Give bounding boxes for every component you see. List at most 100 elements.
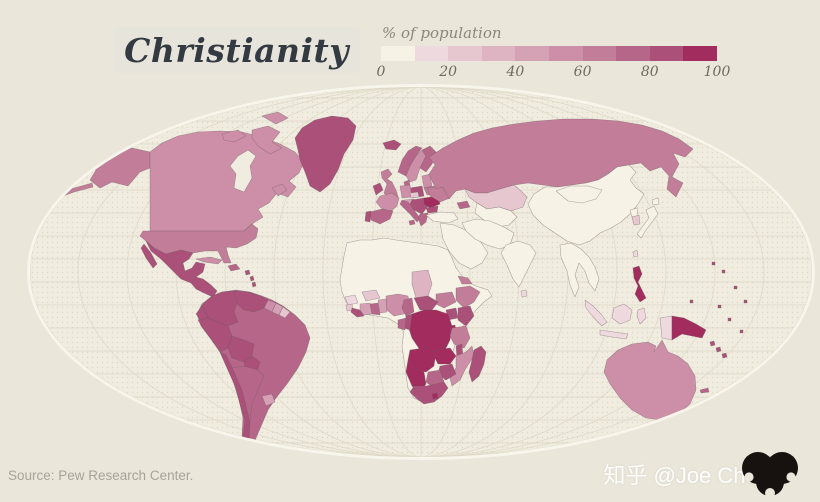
country-new-caledonia xyxy=(699,387,710,394)
legend-tick: 100 xyxy=(703,64,731,80)
country-new-zealand-south xyxy=(699,409,715,425)
country-guinea xyxy=(344,294,359,306)
country-spain xyxy=(369,208,394,225)
country-uk xyxy=(380,168,399,200)
legend-ramp-cell xyxy=(481,46,516,61)
country-taiwan xyxy=(632,249,639,258)
country-greece xyxy=(417,212,429,227)
country-japan xyxy=(636,205,659,239)
country-canada-baffin xyxy=(251,125,283,155)
country-czech xyxy=(409,191,420,199)
country-hispaniola xyxy=(227,263,241,272)
country-indonesia-borneo xyxy=(611,303,633,325)
legend-color-ramp xyxy=(381,46,717,61)
country-ethiopia xyxy=(455,285,481,309)
country-png xyxy=(671,315,707,341)
country-canada-newfoundland xyxy=(271,183,288,197)
country-peru xyxy=(197,317,233,353)
country-french-guiana xyxy=(278,306,291,319)
country-indonesia-sulawesi xyxy=(636,307,647,325)
legend-ramp-cell xyxy=(381,46,415,61)
country-france xyxy=(375,192,400,213)
country-kenya xyxy=(457,305,475,327)
legend-tick: 20 xyxy=(439,64,458,80)
country-indonesia-java xyxy=(599,329,629,340)
legend: % of population 0 20 40 60 80 100 xyxy=(377,24,731,82)
country-canada xyxy=(149,130,305,232)
country-caribbean-3 xyxy=(251,281,257,288)
country-mexico xyxy=(145,240,206,284)
country-india xyxy=(500,240,537,288)
country-tasmania xyxy=(653,423,664,433)
country-burkina-faso xyxy=(361,289,381,302)
country-italy-sicily xyxy=(408,219,416,226)
country-gabon xyxy=(397,317,407,331)
country-australia xyxy=(603,339,697,421)
country-canada-victoria xyxy=(221,129,247,143)
country-indonesia-sumatra xyxy=(584,299,608,327)
legend-label: % of population xyxy=(382,24,502,42)
legend-tick: 60 xyxy=(573,64,592,80)
country-central-america xyxy=(190,276,218,298)
country-bolivia xyxy=(227,335,255,363)
country-chad xyxy=(411,269,433,299)
country-indonesian-papua xyxy=(659,315,673,341)
country-solomons xyxy=(709,340,728,359)
legend-ramp-cell xyxy=(649,46,684,61)
country-tanzania xyxy=(449,325,471,349)
country-china xyxy=(527,164,645,246)
legend-tick: 80 xyxy=(640,64,659,80)
legend-ramp-cell xyxy=(414,46,449,61)
country-liberia xyxy=(350,307,365,318)
country-italy xyxy=(399,199,421,223)
country-finland xyxy=(419,145,437,173)
legend-ramp-cell xyxy=(683,46,717,61)
hudson-bay xyxy=(229,149,257,193)
country-car xyxy=(413,295,439,311)
country-south-africa xyxy=(409,381,449,405)
country-caribbean-1 xyxy=(244,269,251,276)
country-caribbean-2 xyxy=(249,275,255,282)
country-baltics xyxy=(421,173,433,189)
country-iceland xyxy=(382,139,402,151)
country-philippines xyxy=(632,265,647,303)
country-uruguay xyxy=(261,393,276,407)
country-cuba xyxy=(195,256,223,265)
country-greenland xyxy=(294,115,357,193)
country-mexico-baja xyxy=(140,243,158,269)
legend-ramp-cell xyxy=(548,46,583,61)
country-sri-lanka xyxy=(520,289,528,298)
legend-ramp-cell xyxy=(448,46,482,61)
country-caucasus xyxy=(456,200,471,210)
country-bulgaria xyxy=(425,205,439,214)
title-box: Christianity xyxy=(113,27,360,73)
legend-ramp-cell xyxy=(582,46,617,61)
country-ghana xyxy=(369,302,381,316)
legend-tick: 40 xyxy=(506,64,525,80)
country-japan-hokkaido xyxy=(651,197,660,206)
country-new-zealand-north xyxy=(711,399,725,413)
country-portugal xyxy=(364,210,372,223)
country-madagascar xyxy=(468,345,487,383)
page-title: Christianity xyxy=(124,30,349,70)
country-south-korea xyxy=(631,214,641,226)
country-lesotho xyxy=(431,392,439,400)
country-zambia xyxy=(433,347,457,365)
legend-ticks: 0 20 40 60 80 100 xyxy=(377,64,731,82)
country-togo-benin xyxy=(377,298,388,314)
country-cameroon xyxy=(401,297,415,317)
country-turkey xyxy=(425,211,459,224)
legend-tick: 0 xyxy=(376,64,386,80)
source-credit: Source: Pew Research Center. xyxy=(8,468,194,483)
country-middle-east xyxy=(439,222,489,270)
pacific-islands-dots xyxy=(689,261,748,334)
country-drc xyxy=(407,309,453,355)
country-se-asia xyxy=(559,242,600,298)
country-eritrea xyxy=(457,275,473,285)
country-germany xyxy=(399,184,413,199)
legend-ramp-cell xyxy=(515,46,549,61)
legend-ramp-cell xyxy=(616,46,650,61)
watermark-logo xyxy=(742,452,798,498)
